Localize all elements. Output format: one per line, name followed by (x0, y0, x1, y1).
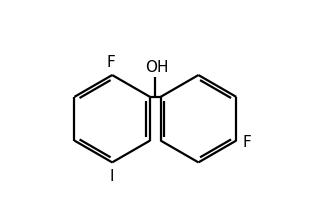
Text: F: F (243, 135, 252, 150)
Text: F: F (107, 55, 116, 70)
Text: I: I (110, 170, 114, 184)
Text: OH: OH (145, 60, 168, 75)
